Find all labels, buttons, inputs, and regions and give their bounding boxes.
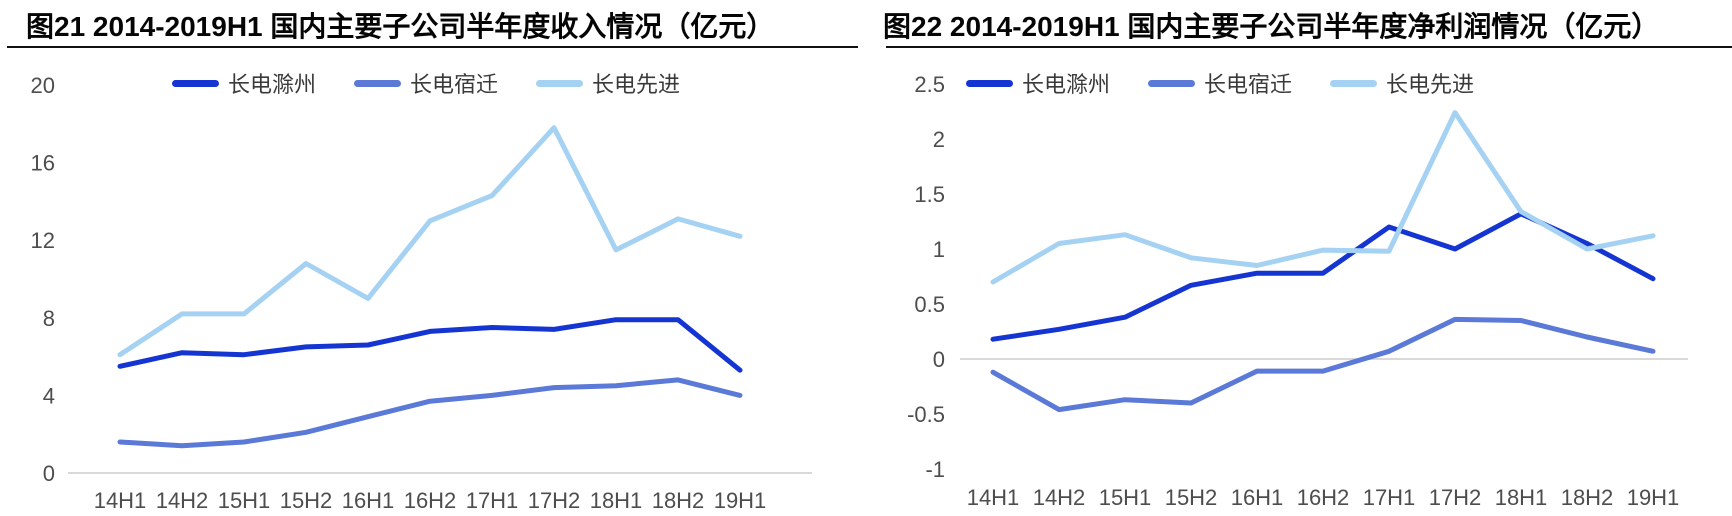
svg-text:16H2: 16H2 — [404, 488, 457, 513]
legend-swatch-xianjin — [1330, 79, 1378, 87]
chart-title-revenue: 图21 2014-2019H1 国内主要子公司半年度收入情况（亿元） — [26, 11, 775, 42]
svg-text:14H1: 14H1 — [94, 488, 147, 513]
svg-text:14H2: 14H2 — [1033, 485, 1086, 510]
legend-label: 长电先进 — [1386, 72, 1475, 97]
svg-text:18H1: 18H1 — [1495, 485, 1548, 510]
legend-swatch-chuzhou — [966, 79, 1013, 87]
svg-text:17H1: 17H1 — [466, 488, 519, 513]
svg-text:15H2: 15H2 — [280, 488, 333, 513]
line-chart-net-profit: -1 -0.5 0 0.5 1 1.5 2 2.5 14H1 14H2 15H1 15H2 16H1 16… — [907, 72, 1688, 510]
svg-text:16H1: 16H1 — [1231, 485, 1284, 510]
chart-panel-net-profit: 图22 2014-2019H1 国内主要子公司半年度净利润情况（亿元） 长电滁州… — [866, 0, 1732, 516]
svg-text:17H2: 17H2 — [1429, 485, 1482, 510]
svg-text:16H2: 16H2 — [1297, 485, 1350, 510]
legend-item-changdian-xianjin: 长电先进 — [1330, 67, 1474, 99]
svg-text:15H1: 15H1 — [218, 488, 271, 513]
svg-text:1: 1 — [933, 237, 945, 262]
legend-label: 长电宿迁 — [1204, 72, 1293, 97]
svg-text:0.5: 0.5 — [914, 292, 945, 317]
legend-swatch-chuzhou — [172, 79, 219, 87]
legend-label: 长电宿迁 — [410, 72, 499, 97]
legend-item-changdian-chuzhou: 长电滁州 — [966, 67, 1110, 99]
line-chart-revenue: 0 4 8 12 16 20 14H1 14H2 15H1 15H2 16H1 16H2 17H1 17H… — [31, 73, 812, 513]
svg-text:18H2: 18H2 — [652, 488, 705, 513]
legend-swatch-suqian — [1148, 79, 1196, 87]
legend-item-changdian-chuzhou: 长电滁州 — [172, 67, 316, 99]
legend-label: 长电滁州 — [1022, 72, 1111, 97]
legend-item-changdian-suqian: 长电宿迁 — [354, 67, 498, 99]
svg-text:8: 8 — [43, 306, 55, 331]
legend-swatch-xianjin — [536, 79, 584, 87]
title-underline — [7, 46, 858, 48]
chart-title-net-profit: 图22 2014-2019H1 国内主要子公司半年度净利润情况（亿元） — [883, 11, 1660, 42]
svg-text:0: 0 — [933, 347, 945, 372]
svg-text:15H1: 15H1 — [1099, 485, 1152, 510]
svg-text:14H1: 14H1 — [967, 485, 1020, 510]
svg-text:-1: -1 — [925, 457, 945, 482]
legend: 长电滁州 长电宿迁 长电先进 — [966, 67, 1474, 99]
svg-text:14H2: 14H2 — [156, 488, 209, 513]
svg-text:19H1: 19H1 — [714, 488, 767, 513]
legend: 长电滁州 长电宿迁 长电先进 — [172, 67, 680, 99]
svg-text:1.5: 1.5 — [914, 182, 945, 207]
svg-text:16: 16 — [31, 151, 55, 176]
chart-panel-revenue: 图21 2014-2019H1 国内主要子公司半年度收入情况（亿元） 长电滁州 … — [7, 11, 858, 513]
svg-text:12: 12 — [31, 228, 55, 253]
svg-text:17H2: 17H2 — [528, 488, 581, 513]
legend-label: 长电滁州 — [228, 72, 317, 97]
legend-label: 长电先进 — [592, 72, 681, 97]
svg-text:18H1: 18H1 — [590, 488, 643, 513]
legend-swatch-suqian — [354, 79, 402, 87]
svg-text:18H2: 18H2 — [1561, 485, 1614, 510]
svg-text:17H1: 17H1 — [1363, 485, 1416, 510]
svg-text:0: 0 — [43, 461, 55, 486]
svg-text:4: 4 — [43, 383, 55, 408]
legend-item-changdian-xianjin: 长电先进 — [536, 67, 680, 99]
svg-text:16H1: 16H1 — [342, 488, 395, 513]
svg-text:15H2: 15H2 — [1165, 485, 1218, 510]
title-underline — [886, 46, 1732, 48]
legend-item-changdian-suqian: 长电宿迁 — [1148, 67, 1292, 99]
svg-text:19H1: 19H1 — [1627, 485, 1680, 510]
svg-text:2.5: 2.5 — [914, 72, 945, 97]
svg-text:2: 2 — [933, 127, 945, 152]
svg-text:20: 20 — [31, 73, 55, 98]
svg-text:-0.5: -0.5 — [907, 402, 945, 427]
